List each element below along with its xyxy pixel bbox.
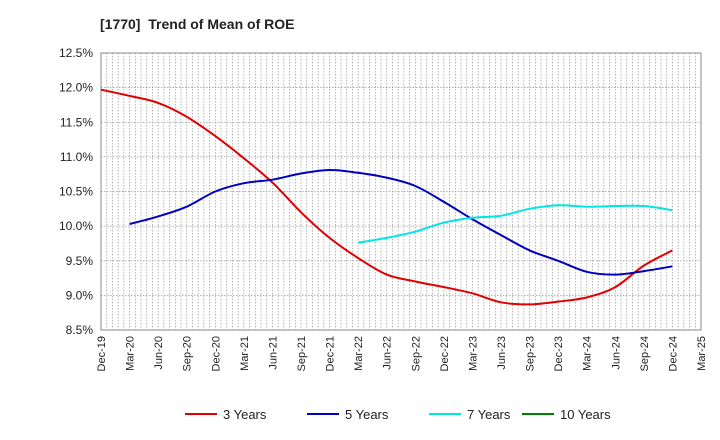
series-line-3-years [100, 88, 673, 306]
x-tick-label: Sep-21 [296, 336, 308, 371]
x-tick-label: Jun-23 [496, 336, 508, 370]
x-tick-label: Sep-24 [639, 336, 651, 371]
x-tick-label: Mar-22 [353, 336, 365, 371]
x-tick-label: Dec-24 [667, 336, 679, 371]
x-tick-label: Sep-23 [525, 336, 537, 371]
chart-title: [1770] Trend of Mean of ROE [100, 16, 295, 32]
legend: 3 Years 5 Years 7 Years 10 Years [185, 407, 611, 422]
legend-label: 7 Years [467, 407, 511, 422]
y-tick-label: 10.5% [59, 185, 93, 199]
legend-label: 5 Years [345, 407, 389, 422]
y-tick-label: 8.5% [66, 323, 94, 337]
y-tick-label: 12.0% [59, 81, 93, 95]
y-tick-label: 9.5% [66, 254, 94, 268]
x-tick-label: Dec-22 [439, 336, 451, 371]
x-tick-label: Dec-19 [96, 336, 108, 371]
x-axis-ticks: Dec-19 Mar-20 Jun-20 Sep-20 Dec-20 Mar-21 Jun-… [96, 336, 708, 371]
legend-label: 10 Years [560, 407, 611, 422]
series-lines [100, 88, 673, 306]
y-tick-label: 12.5% [59, 46, 93, 60]
series-line-5-years [129, 168, 673, 276]
x-tick-label: Dec-21 [325, 336, 337, 371]
x-tick-label: Mar-21 [239, 336, 251, 371]
x-tick-label: Mar-20 [125, 336, 137, 371]
grid [101, 53, 701, 330]
x-tick-label: Jun-20 [153, 336, 165, 370]
x-tick-label: Mar-23 [467, 336, 479, 371]
y-tick-label: 9.0% [66, 288, 94, 302]
plot-area-frame [100, 52, 702, 331]
y-tick-label: 11.0% [60, 150, 93, 164]
x-tick-label: Jun-22 [382, 336, 394, 370]
legend-label: 3 Years [223, 407, 267, 422]
x-tick-label: Mar-25 [696, 336, 708, 371]
y-tick-label: 10.0% [59, 219, 93, 233]
x-tick-label: Dec-20 [210, 336, 222, 371]
x-tick-label: Jun-24 [610, 336, 622, 370]
y-axis-ticks: 8.5% 9.0% 9.5% 10.0% 10.5% 11.0% 11.5% 12.0% 12.… [59, 46, 93, 337]
x-tick-label: Sep-22 [410, 336, 422, 371]
x-tick-label: Mar-24 [582, 336, 594, 371]
series-line-7-years [357, 204, 673, 244]
x-tick-label: Dec-23 [553, 336, 565, 371]
x-tick-label: Jun-21 [267, 336, 279, 370]
x-tick-label: Sep-20 [182, 336, 194, 371]
y-tick-label: 11.5% [60, 115, 93, 129]
